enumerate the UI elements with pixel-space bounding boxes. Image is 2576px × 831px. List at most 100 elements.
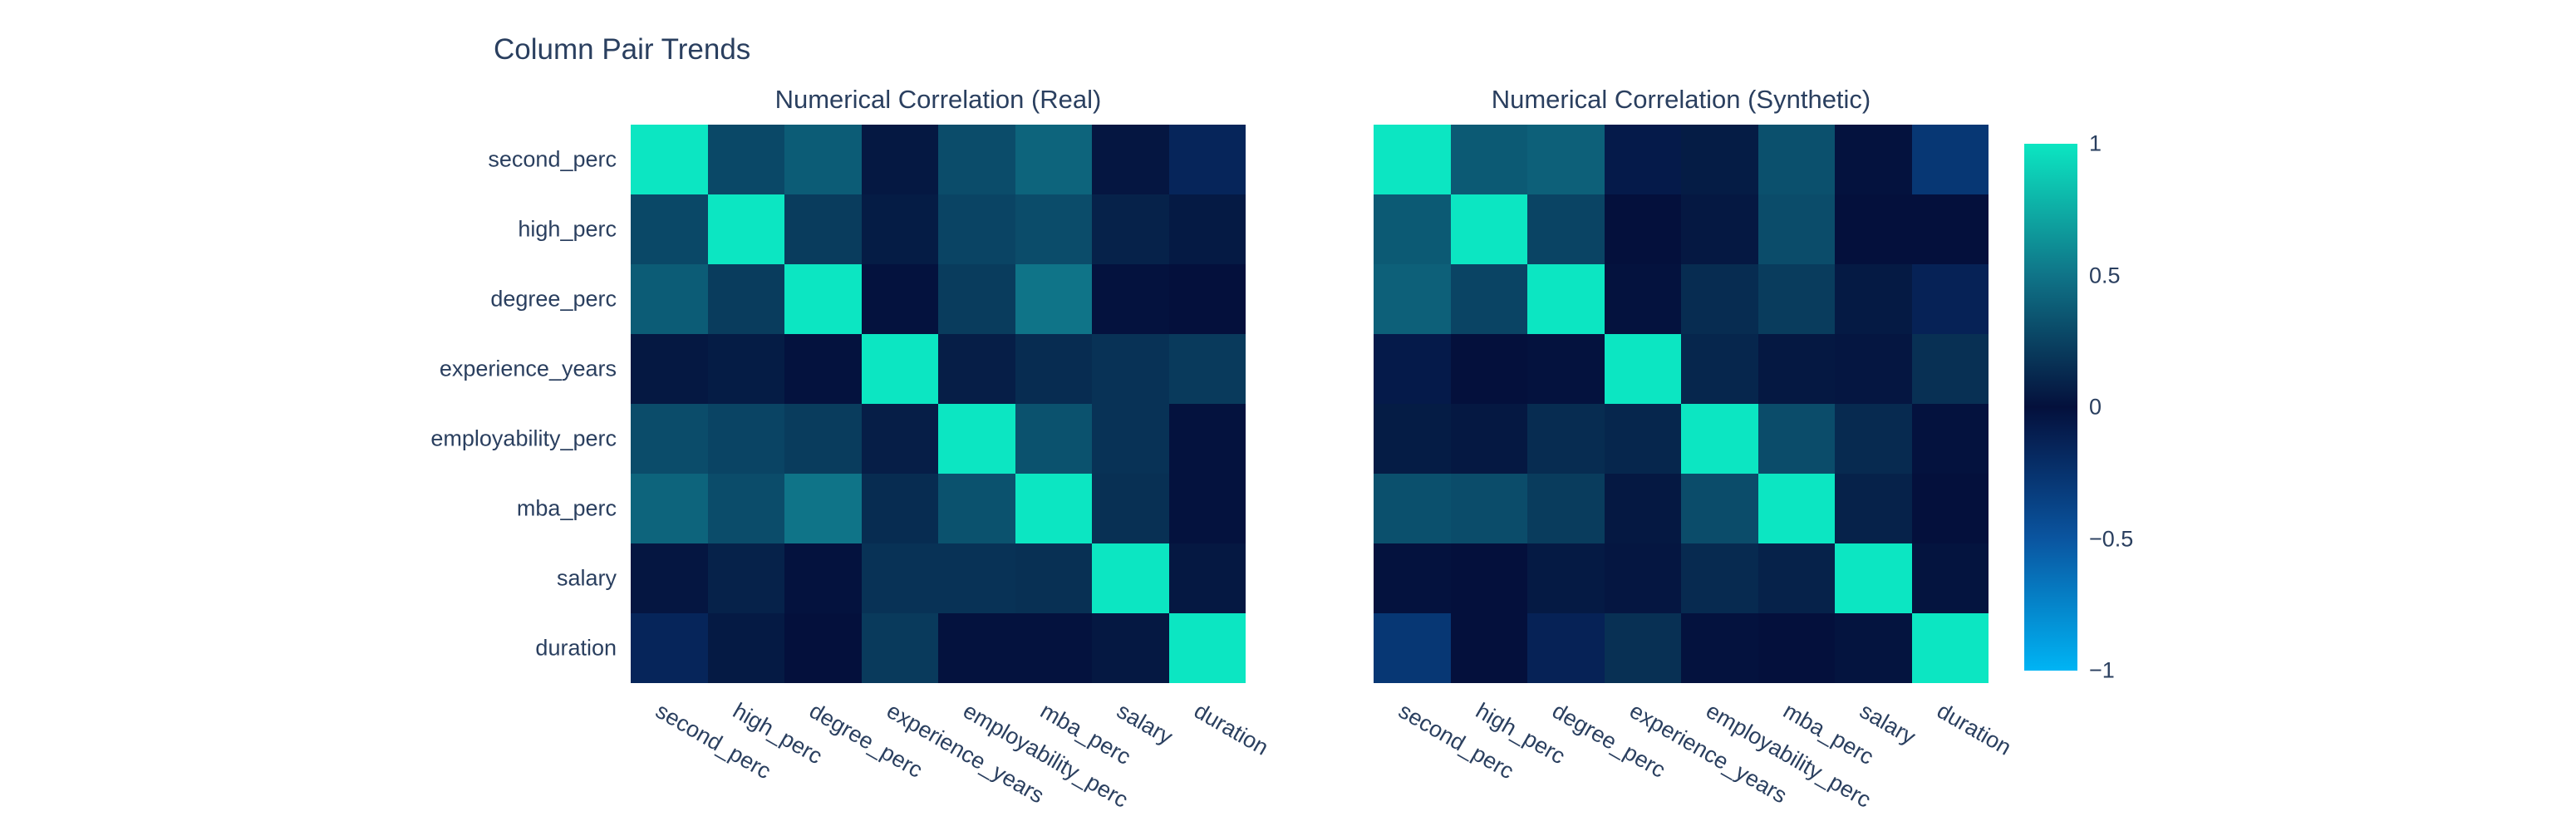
heatmap-cell[interactable] <box>1168 404 1246 474</box>
heatmap-cell[interactable] <box>1374 125 1451 194</box>
heatmap-cell[interactable] <box>784 613 862 683</box>
heatmap-cell[interactable] <box>1911 474 1989 543</box>
heatmap-real[interactable] <box>631 125 1246 683</box>
heatmap-cell[interactable] <box>861 543 938 613</box>
heatmap-cell[interactable] <box>1527 194 1605 264</box>
heatmap-cell[interactable] <box>631 543 708 613</box>
heatmap-cell[interactable] <box>938 194 1015 264</box>
heatmap-cell[interactable] <box>1015 334 1092 404</box>
heatmap-cell[interactable] <box>1450 264 1527 334</box>
heatmap-cell[interactable] <box>1374 404 1451 474</box>
heatmap-cell[interactable] <box>1168 125 1246 194</box>
heatmap-cell[interactable] <box>861 334 938 404</box>
heatmap-cell[interactable] <box>1757 613 1835 683</box>
heatmap-cell[interactable] <box>1015 543 1092 613</box>
heatmap-cell[interactable] <box>938 404 1015 474</box>
heatmap-cell[interactable] <box>1835 264 1912 334</box>
heatmap-cell[interactable] <box>1015 125 1092 194</box>
heatmap-cell[interactable] <box>1681 543 1758 613</box>
heatmap-cell[interactable] <box>1757 125 1835 194</box>
heatmap-cell[interactable] <box>1604 194 1681 264</box>
heatmap-cell[interactable] <box>1835 543 1912 613</box>
heatmap-cell[interactable] <box>707 125 784 194</box>
heatmap-cell[interactable] <box>1092 474 1169 543</box>
heatmap-cell[interactable] <box>1911 543 1989 613</box>
heatmap-cell[interactable] <box>1757 474 1835 543</box>
heatmap-cell[interactable] <box>1527 264 1605 334</box>
heatmap-cell[interactable] <box>784 404 862 474</box>
heatmap-cell[interactable] <box>1450 543 1527 613</box>
heatmap-cell[interactable] <box>1015 613 1092 683</box>
heatmap-cell[interactable] <box>784 543 862 613</box>
heatmap-cell[interactable] <box>1450 334 1527 404</box>
heatmap-cell[interactable] <box>1374 334 1451 404</box>
heatmap-cell[interactable] <box>1374 194 1451 264</box>
heatmap-cell[interactable] <box>1092 264 1169 334</box>
heatmap-cell[interactable] <box>1757 194 1835 264</box>
heatmap-cell[interactable] <box>1757 404 1835 474</box>
heatmap-cell[interactable] <box>631 334 708 404</box>
heatmap-cell[interactable] <box>1168 613 1246 683</box>
heatmap-cell[interactable] <box>1604 264 1681 334</box>
heatmap-cell[interactable] <box>784 125 862 194</box>
heatmap-cell[interactable] <box>1835 334 1912 404</box>
heatmap-cell[interactable] <box>1681 194 1758 264</box>
heatmap-cell[interactable] <box>1604 474 1681 543</box>
heatmap-cell[interactable] <box>631 264 708 334</box>
heatmap-cell[interactable] <box>707 474 784 543</box>
heatmap-cell[interactable] <box>1450 125 1527 194</box>
heatmap-cell[interactable] <box>1604 125 1681 194</box>
heatmap-cell[interactable] <box>938 613 1015 683</box>
heatmap-cell[interactable] <box>631 194 708 264</box>
heatmap-cell[interactable] <box>938 543 1015 613</box>
heatmap-cell[interactable] <box>707 404 784 474</box>
heatmap-cell[interactable] <box>784 334 862 404</box>
heatmap-cell[interactable] <box>631 404 708 474</box>
heatmap-cell[interactable] <box>1168 334 1246 404</box>
heatmap-cell[interactable] <box>1527 543 1605 613</box>
heatmap-cell[interactable] <box>1168 194 1246 264</box>
heatmap-cell[interactable] <box>1092 543 1169 613</box>
heatmap-cell[interactable] <box>1015 264 1092 334</box>
heatmap-cell[interactable] <box>784 264 862 334</box>
heatmap-cell[interactable] <box>1835 474 1912 543</box>
heatmap-cell[interactable] <box>1450 194 1527 264</box>
heatmap-cell[interactable] <box>938 334 1015 404</box>
heatmap-cell[interactable] <box>1604 404 1681 474</box>
heatmap-cell[interactable] <box>1092 613 1169 683</box>
heatmap-cell[interactable] <box>1604 334 1681 404</box>
heatmap-cell[interactable] <box>938 125 1015 194</box>
heatmap-cell[interactable] <box>861 264 938 334</box>
heatmap-cell[interactable] <box>1835 613 1912 683</box>
heatmap-cell[interactable] <box>707 613 784 683</box>
heatmap-cell[interactable] <box>861 404 938 474</box>
heatmap-cell[interactable] <box>861 194 938 264</box>
heatmap-cell[interactable] <box>1092 404 1169 474</box>
heatmap-cell[interactable] <box>1835 194 1912 264</box>
heatmap-cell[interactable] <box>1450 474 1527 543</box>
heatmap-cell[interactable] <box>1527 125 1605 194</box>
heatmap-cell[interactable] <box>1911 194 1989 264</box>
heatmap-cell[interactable] <box>1374 543 1451 613</box>
heatmap-cell[interactable] <box>707 543 784 613</box>
heatmap-cell[interactable] <box>1681 404 1758 474</box>
heatmap-cell[interactable] <box>861 613 938 683</box>
heatmap-cell[interactable] <box>1681 334 1758 404</box>
heatmap-cell[interactable] <box>1092 194 1169 264</box>
heatmap-cell[interactable] <box>1092 125 1169 194</box>
heatmap-cell[interactable] <box>1168 264 1246 334</box>
heatmap-cell[interactable] <box>1911 125 1989 194</box>
heatmap-cell[interactable] <box>1681 474 1758 543</box>
heatmap-cell[interactable] <box>707 264 784 334</box>
heatmap-cell[interactable] <box>784 474 862 543</box>
heatmap-cell[interactable] <box>1168 474 1246 543</box>
heatmap-cell[interactable] <box>1450 613 1527 683</box>
heatmap-cell[interactable] <box>1757 543 1835 613</box>
heatmap-cell[interactable] <box>1911 334 1989 404</box>
heatmap-cell[interactable] <box>1604 543 1681 613</box>
heatmap-cell[interactable] <box>1835 125 1912 194</box>
heatmap-cell[interactable] <box>861 125 938 194</box>
heatmap-cell[interactable] <box>631 125 708 194</box>
heatmap-cell[interactable] <box>1015 474 1092 543</box>
heatmap-cell[interactable] <box>784 194 862 264</box>
